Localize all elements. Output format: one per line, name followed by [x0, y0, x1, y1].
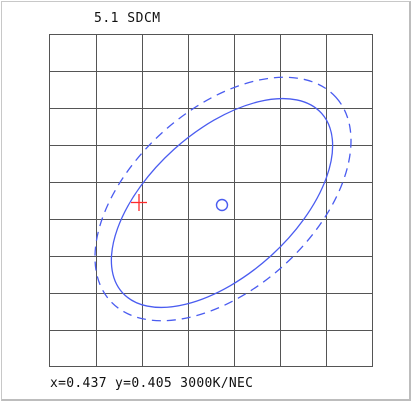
coordinate-readout: x=0.437 y=0.405 3000K/NEC	[50, 376, 253, 391]
x-value: 0.437	[66, 376, 107, 391]
circle-marker-icon	[215, 198, 229, 212]
x-label: x=	[50, 376, 67, 391]
outer-tolerance-ellipse	[94, 76, 352, 322]
panel-title: 5.1 SDCM	[94, 11, 161, 26]
inner-tolerance-ellipse	[110, 97, 334, 309]
sdcm-panel: 5.1 SDCM	[1, 1, 411, 401]
reference-label: 3000K/NEC	[180, 376, 254, 391]
plot-grid	[49, 34, 373, 367]
grid-border	[49, 34, 373, 367]
y-label: y=	[115, 376, 132, 391]
crosshair-marker-icon	[131, 194, 147, 211]
y-value: 0.405	[131, 376, 172, 391]
